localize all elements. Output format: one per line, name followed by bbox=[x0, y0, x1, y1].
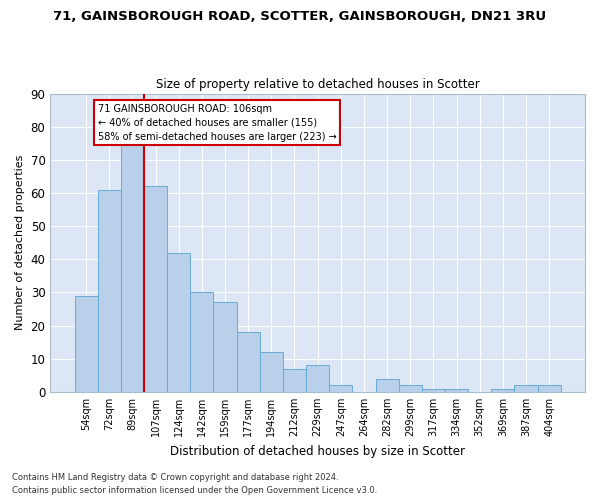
Bar bbox=[445, 388, 468, 392]
Bar bbox=[74, 296, 98, 392]
Bar bbox=[422, 388, 445, 392]
X-axis label: Distribution of detached houses by size in Scotter: Distribution of detached houses by size … bbox=[170, 444, 465, 458]
Bar bbox=[167, 252, 190, 392]
Bar bbox=[190, 292, 214, 392]
Bar bbox=[329, 386, 352, 392]
Bar bbox=[538, 386, 560, 392]
Text: 71, GAINSBOROUGH ROAD, SCOTTER, GAINSBOROUGH, DN21 3RU: 71, GAINSBOROUGH ROAD, SCOTTER, GAINSBOR… bbox=[53, 10, 547, 23]
Text: Contains HM Land Registry data © Crown copyright and database right 2024.
Contai: Contains HM Land Registry data © Crown c… bbox=[12, 473, 377, 495]
Bar bbox=[214, 302, 236, 392]
Bar bbox=[144, 186, 167, 392]
Title: Size of property relative to detached houses in Scotter: Size of property relative to detached ho… bbox=[156, 78, 479, 91]
Bar bbox=[376, 378, 398, 392]
Bar bbox=[283, 368, 306, 392]
Bar bbox=[306, 366, 329, 392]
Bar bbox=[398, 386, 422, 392]
Bar bbox=[491, 388, 514, 392]
Bar bbox=[121, 140, 144, 392]
Bar bbox=[236, 332, 260, 392]
Bar bbox=[514, 386, 538, 392]
Y-axis label: Number of detached properties: Number of detached properties bbox=[15, 155, 25, 330]
Bar bbox=[260, 352, 283, 392]
Text: 71 GAINSBOROUGH ROAD: 106sqm
← 40% of detached houses are smaller (155)
58% of s: 71 GAINSBOROUGH ROAD: 106sqm ← 40% of de… bbox=[98, 104, 337, 142]
Bar bbox=[98, 190, 121, 392]
